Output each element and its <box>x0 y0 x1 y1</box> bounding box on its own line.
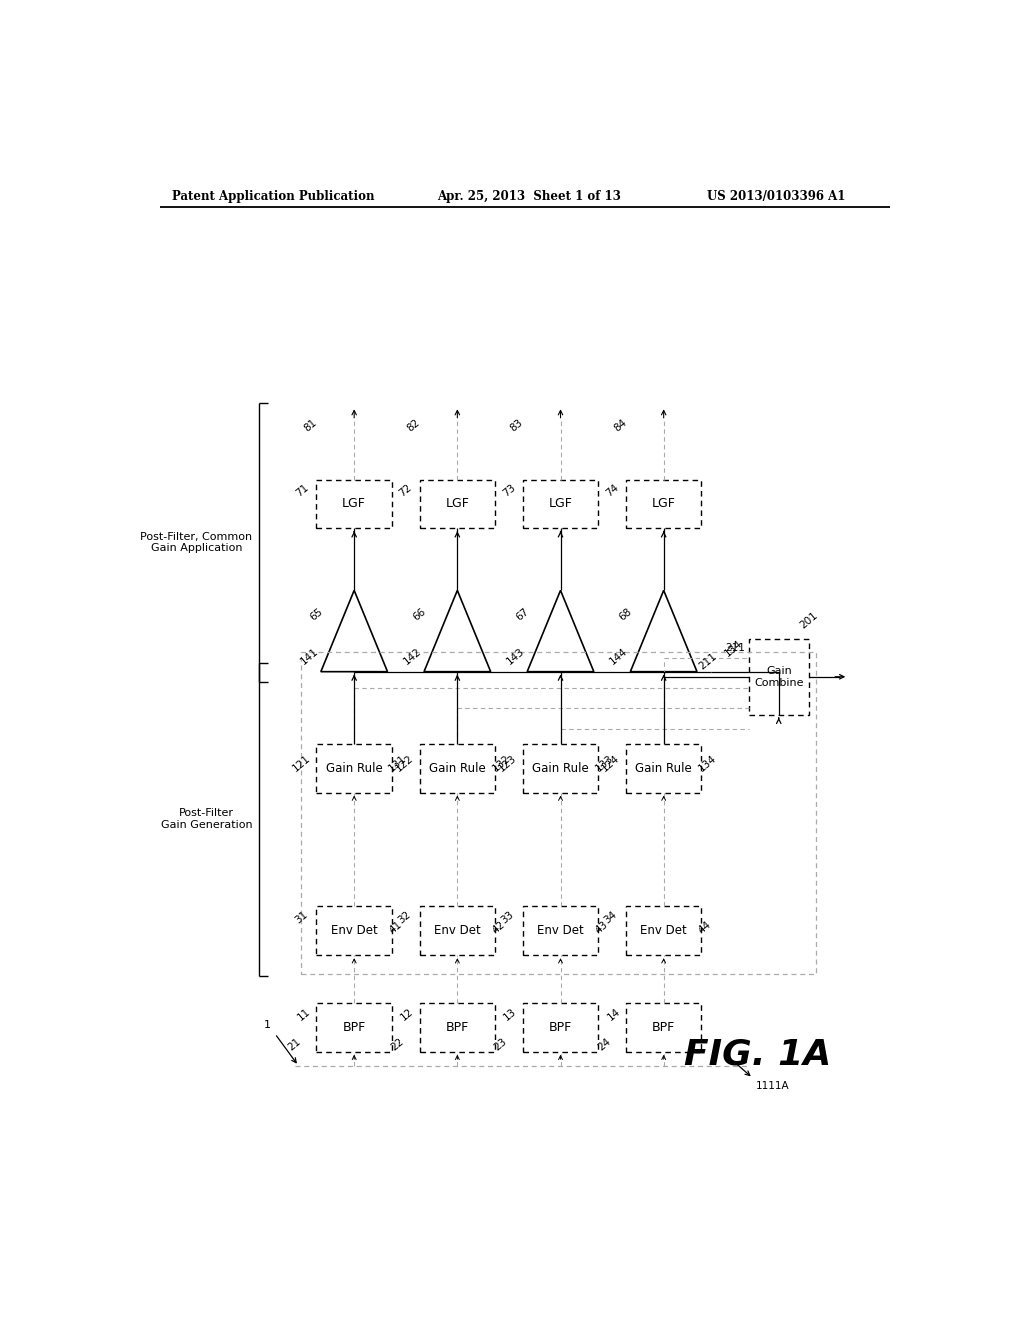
Polygon shape <box>631 590 697 672</box>
Text: 71: 71 <box>294 483 310 499</box>
FancyBboxPatch shape <box>316 1003 392 1052</box>
Text: Gain Rule: Gain Rule <box>532 762 589 775</box>
Polygon shape <box>424 590 490 672</box>
FancyBboxPatch shape <box>420 907 495 956</box>
Text: 1: 1 <box>264 1020 270 1031</box>
Text: 11: 11 <box>296 1006 312 1022</box>
Text: 34: 34 <box>602 909 618 925</box>
Text: 122: 122 <box>393 752 415 774</box>
Text: 33: 33 <box>499 909 515 925</box>
Text: 133: 133 <box>593 752 615 774</box>
Text: BPF: BPF <box>652 1020 675 1034</box>
Text: 134: 134 <box>723 639 744 659</box>
Text: 132: 132 <box>490 752 512 774</box>
Text: Post-Filter
Gain Generation: Post-Filter Gain Generation <box>161 808 253 830</box>
Text: 12: 12 <box>399 1006 416 1022</box>
Text: 83: 83 <box>509 417 525 434</box>
Text: Gain Rule: Gain Rule <box>635 762 692 775</box>
Text: LGF: LGF <box>342 498 367 511</box>
Polygon shape <box>527 590 594 672</box>
Text: BPF: BPF <box>343 1020 366 1034</box>
Text: 42: 42 <box>490 920 507 936</box>
Text: US 2013/0103396 A1: US 2013/0103396 A1 <box>708 190 846 202</box>
Text: Gain Rule: Gain Rule <box>429 762 485 775</box>
Text: BPF: BPF <box>445 1020 469 1034</box>
FancyBboxPatch shape <box>316 744 392 792</box>
Text: 13: 13 <box>502 1006 519 1022</box>
Text: 124: 124 <box>600 752 622 774</box>
Text: 23: 23 <box>493 1036 509 1053</box>
Text: 74: 74 <box>604 483 621 499</box>
FancyBboxPatch shape <box>523 907 598 956</box>
Text: 68: 68 <box>617 607 634 623</box>
Text: BPF: BPF <box>549 1020 572 1034</box>
Text: 123: 123 <box>497 752 518 774</box>
Text: 44: 44 <box>696 920 713 936</box>
Text: 84: 84 <box>611 417 628 434</box>
Text: 24: 24 <box>596 1036 612 1053</box>
Text: 143: 143 <box>505 647 526 667</box>
Text: Gain
Combine: Gain Combine <box>754 667 804 688</box>
Text: Env Det: Env Det <box>640 924 687 937</box>
Text: 1111A: 1111A <box>756 1081 788 1092</box>
Text: 144: 144 <box>608 647 630 667</box>
Text: 81: 81 <box>302 417 318 434</box>
FancyBboxPatch shape <box>523 479 598 528</box>
Text: 211: 211 <box>697 651 719 672</box>
Text: LGF: LGF <box>445 498 469 511</box>
FancyBboxPatch shape <box>626 744 701 792</box>
Text: 41: 41 <box>387 920 403 936</box>
Text: 72: 72 <box>397 483 414 499</box>
Text: 22: 22 <box>389 1036 406 1053</box>
FancyBboxPatch shape <box>626 479 701 528</box>
Text: Env Det: Env Det <box>331 924 378 937</box>
Text: 134: 134 <box>696 752 718 774</box>
Text: LGF: LGF <box>549 498 572 511</box>
Text: 66: 66 <box>412 607 428 623</box>
Text: FIG. 1A: FIG. 1A <box>684 1038 830 1072</box>
Text: Patent Application Publication: Patent Application Publication <box>172 190 374 202</box>
FancyBboxPatch shape <box>316 479 392 528</box>
Text: 67: 67 <box>514 607 531 623</box>
Text: 131: 131 <box>387 752 409 774</box>
Text: Gain Rule: Gain Rule <box>326 762 383 775</box>
Text: 32: 32 <box>395 909 413 925</box>
Text: 211: 211 <box>725 643 745 653</box>
Text: 73: 73 <box>501 483 517 499</box>
FancyBboxPatch shape <box>420 1003 495 1052</box>
FancyBboxPatch shape <box>626 1003 701 1052</box>
FancyBboxPatch shape <box>523 744 598 792</box>
Text: Apr. 25, 2013  Sheet 1 of 13: Apr. 25, 2013 Sheet 1 of 13 <box>437 190 622 202</box>
Text: 201: 201 <box>798 610 819 631</box>
Text: 21: 21 <box>287 1036 303 1053</box>
Text: 82: 82 <box>406 417 422 434</box>
Text: Env Det: Env Det <box>538 924 584 937</box>
Polygon shape <box>321 590 387 672</box>
FancyBboxPatch shape <box>749 639 809 715</box>
Text: 14: 14 <box>605 1006 622 1022</box>
Text: 121: 121 <box>290 752 312 774</box>
Text: 31: 31 <box>293 909 309 925</box>
Text: 43: 43 <box>593 920 610 936</box>
Text: 141: 141 <box>299 647 321 667</box>
Text: Env Det: Env Det <box>434 924 480 937</box>
Text: 65: 65 <box>308 607 325 623</box>
FancyBboxPatch shape <box>420 744 495 792</box>
FancyBboxPatch shape <box>626 907 701 956</box>
FancyBboxPatch shape <box>420 479 495 528</box>
FancyBboxPatch shape <box>523 1003 598 1052</box>
Text: Post-Filter, Common
Gain Application: Post-Filter, Common Gain Application <box>140 532 253 553</box>
Text: LGF: LGF <box>651 498 676 511</box>
FancyBboxPatch shape <box>316 907 392 956</box>
Text: 142: 142 <box>401 647 423 667</box>
